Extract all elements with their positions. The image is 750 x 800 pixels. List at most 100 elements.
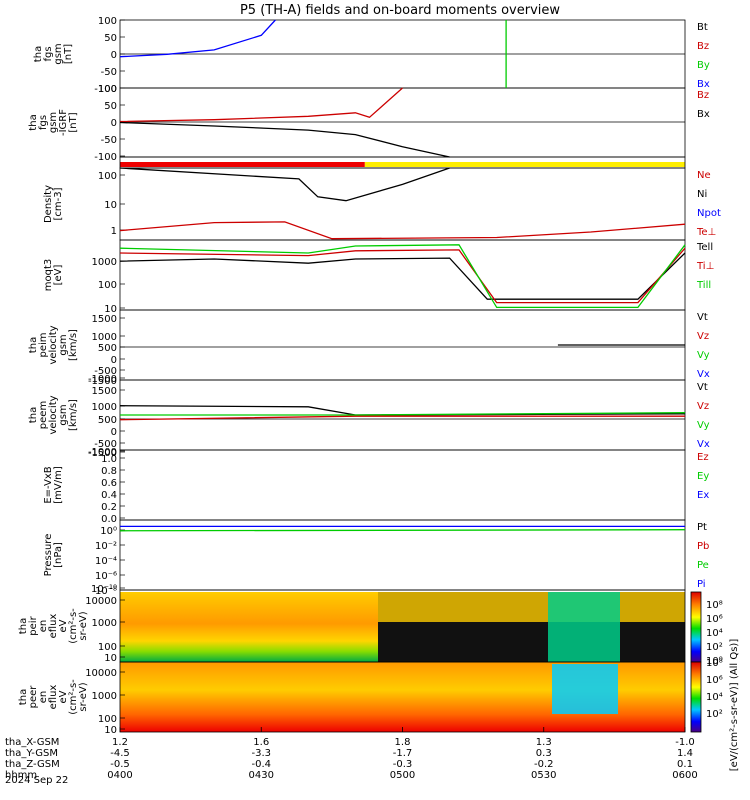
- y-tick-label: 500: [98, 343, 117, 354]
- colorbar-tick: 10⁰: [706, 656, 723, 667]
- y-axis-label: gsm: [53, 43, 64, 64]
- y-tick-label: 10000: [85, 668, 117, 679]
- panel-frame: [119, 449, 686, 521]
- legend-entry: Vz: [697, 331, 709, 342]
- legend-entry: Bz: [697, 41, 709, 52]
- y-axis-label: gsm: [58, 334, 69, 355]
- axis-row-value: -0.3: [393, 759, 413, 770]
- y-tick-label: 10: [104, 725, 117, 736]
- axis-row-value: 0500: [390, 770, 415, 781]
- y-tick-label: 0.6: [101, 478, 117, 489]
- axis-row-value: 0600: [672, 770, 697, 781]
- series-line: [119, 529, 686, 532]
- y-tick-label: -500: [94, 366, 117, 377]
- y-axis-label: peer: [28, 685, 39, 709]
- y-axis-label: en: [38, 620, 49, 633]
- legend-entry: Vx: [697, 369, 710, 380]
- y-axis-label: E=-VxB: [43, 466, 54, 503]
- y-tick-label: 10⁰: [100, 526, 117, 537]
- axis-row-value: -3.3: [251, 748, 271, 759]
- y-tick-label: 1000: [92, 257, 117, 268]
- series-line: [120, 412, 686, 416]
- y-axis-label: fgs: [43, 46, 54, 61]
- y-axis-label: [nT]: [63, 44, 74, 64]
- y-axis-label: moqt3: [43, 259, 54, 292]
- axis-row-value: 1.8: [395, 737, 411, 748]
- colorbar-electron: [690, 661, 702, 733]
- colorbar-tick: 10⁴: [706, 692, 723, 703]
- y-tick-label: 0.0: [101, 514, 117, 525]
- colorbar-tick: 10⁸: [706, 600, 723, 611]
- y-axis-label: [nPa]: [53, 542, 64, 568]
- legend-entry: Ni: [697, 189, 707, 200]
- y-axis-label: eV: [58, 690, 69, 703]
- legend-entry: Bx: [697, 79, 710, 90]
- y-axis-label: peir: [28, 615, 39, 635]
- y-tick-label: 500: [98, 415, 117, 426]
- y-tick-label: 1500: [92, 314, 117, 325]
- axis-row-value: 0430: [249, 770, 274, 781]
- y-axis-label: [cm-3]: [53, 187, 64, 220]
- y-tick-label: 10⁻²: [95, 541, 117, 552]
- axis-row-value: -1.7: [393, 748, 413, 759]
- y-axis-label: Pressure: [43, 534, 54, 577]
- colorbar-label: [eV/(cm²-s-sr-eV)] (All Qs)]: [729, 639, 740, 772]
- legend-entry: Vx: [697, 439, 710, 450]
- time-axis-rows: tha_X-GSM 1.2 1.6 1.8 1.3 -1.0 tha_Y-GSM -4.5 -3…: [5, 727, 698, 781]
- legend-entry: Ne: [697, 170, 711, 181]
- y-tick-label: -1000: [88, 374, 117, 385]
- y-axis-label: tha: [28, 407, 39, 423]
- y-axis-label: tha: [28, 337, 39, 353]
- series-line: [119, 19, 276, 58]
- legend-entry: Vt: [697, 382, 708, 393]
- axis-row-name: tha_X-GSM: [5, 737, 59, 748]
- y-axis-label: gsm: [48, 112, 59, 133]
- y-tick-label: 0.2: [101, 502, 117, 513]
- series-line: [119, 415, 685, 421]
- legend-entry: Vy: [697, 350, 710, 361]
- y-tick-label: 100: [98, 84, 117, 95]
- axis-row-value: 1.2: [112, 737, 128, 748]
- axis-row-name: tha_Y-GSM: [5, 748, 58, 759]
- colorbar-tick: 10²: [706, 709, 723, 720]
- y-tick-label: 100: [98, 16, 117, 27]
- axis-row-value: -0.4: [251, 759, 271, 770]
- y-axis-label: gsm: [58, 404, 69, 425]
- y-axis-label: velocity: [48, 395, 59, 434]
- y-axis-label: fgs: [38, 115, 49, 130]
- y-tick-label: 100: [98, 171, 117, 182]
- y-tick-label: 50: [104, 33, 117, 44]
- legend-entry: Te⊥: [696, 227, 716, 238]
- y-axis-label: (cm²-s-: [68, 679, 79, 715]
- y-axis-label: sr-eV): [78, 611, 89, 640]
- colorbar-tick: 10⁶: [706, 675, 723, 686]
- series-line: [119, 252, 686, 300]
- legend-entry: Bt: [697, 22, 708, 33]
- y-axis-label: [nT]: [68, 112, 79, 132]
- y-tick-label: 10: [104, 653, 117, 664]
- y-tick-label: 100: [98, 280, 117, 291]
- colorbar-tick: 10⁶: [706, 614, 723, 625]
- legend-entry: Till: [696, 280, 711, 291]
- panel-frame: [119, 167, 686, 241]
- y-axis-label: en: [38, 691, 49, 704]
- y-tick-label: 1000: [92, 402, 117, 413]
- series-line: [119, 121, 450, 158]
- y-axis-label: tha: [28, 114, 39, 130]
- y-axis-label: [km/s]: [68, 329, 79, 361]
- y-axis-label: [km/s]: [68, 399, 79, 431]
- axis-row-value: 0.1: [677, 759, 693, 770]
- y-tick-label: 50: [104, 101, 117, 112]
- y-tick-label: 0: [111, 427, 117, 438]
- legend-entry: Bz: [697, 90, 709, 101]
- y-tick-label: 0: [111, 355, 117, 366]
- date-label: 2024 Sep 22: [5, 775, 68, 786]
- y-tick-label: 10⁻¹⁰: [91, 584, 117, 595]
- y-axis-label: tha: [18, 689, 29, 705]
- y-tick-label: 10: [104, 200, 117, 211]
- axis-row-name: hhmm: [5, 770, 37, 781]
- y-tick-label: 10⁻⁸: [95, 586, 117, 597]
- y-tick-label: 0: [111, 50, 117, 61]
- legend-entry: Npot: [697, 208, 721, 219]
